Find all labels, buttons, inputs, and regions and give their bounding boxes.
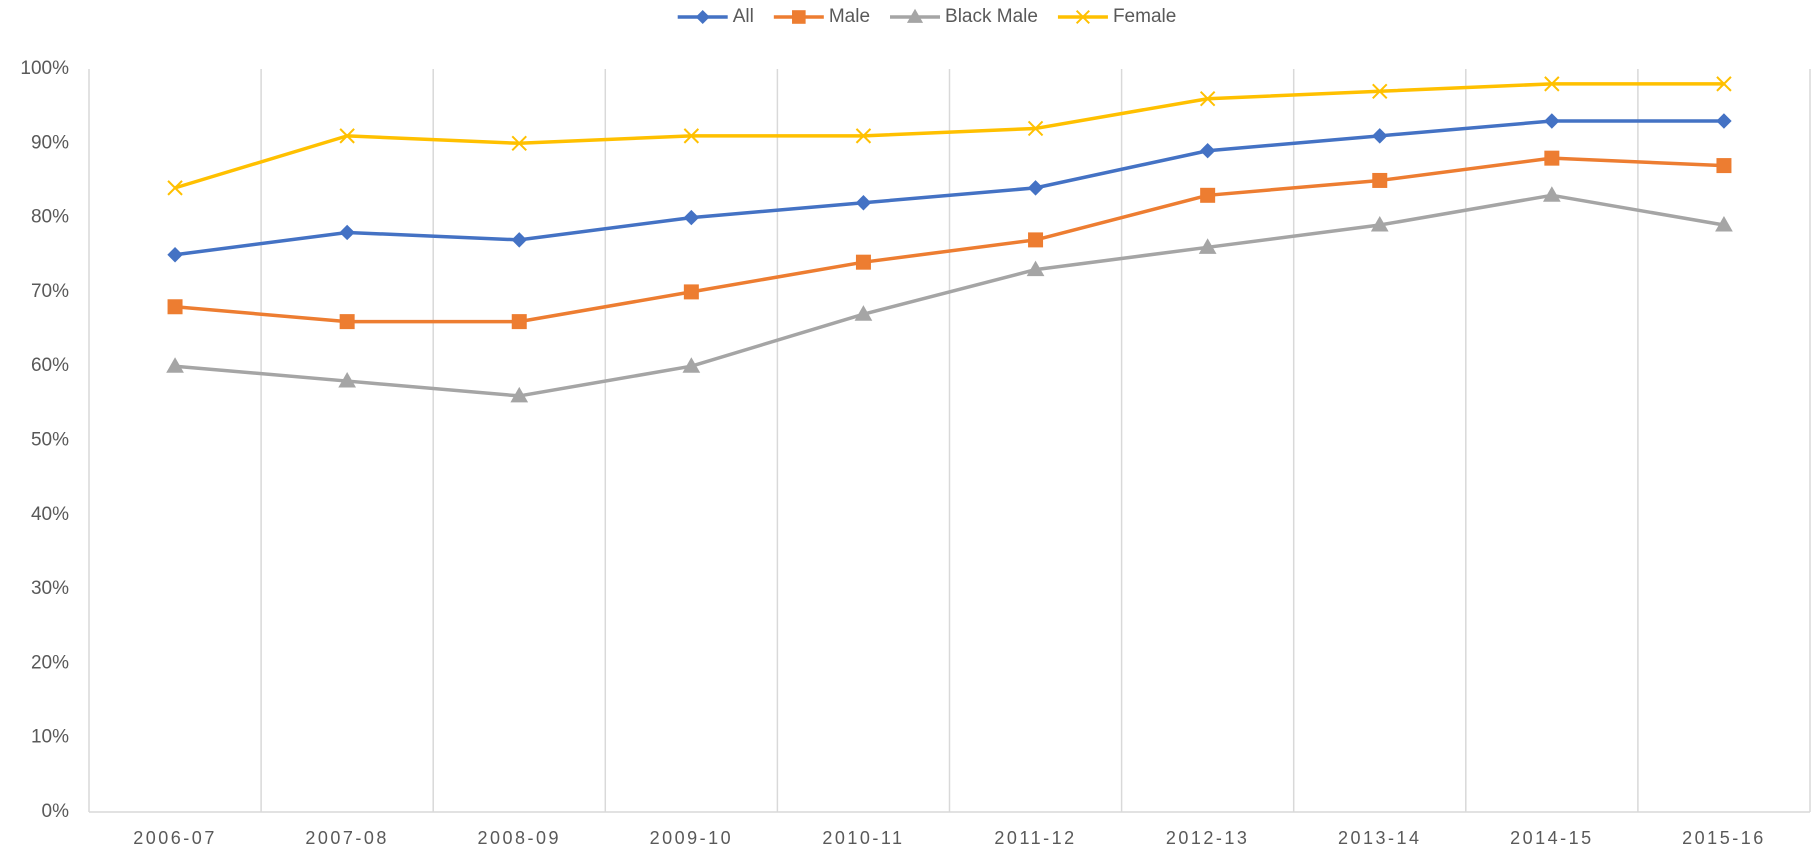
- x-tick-label: 2013-14: [1338, 828, 1422, 848]
- x-tick-label: 2008-09: [477, 828, 561, 848]
- marker: [510, 386, 529, 403]
- series-line: [174, 156, 1725, 324]
- marker: [167, 299, 183, 315]
- marker: [683, 209, 700, 226]
- marker: [1027, 180, 1044, 196]
- legend-label: Female: [1113, 6, 1176, 27]
- marker: [1544, 113, 1560, 129]
- marker: [167, 180, 183, 196]
- y-tick-label: 50%: [31, 430, 69, 451]
- marker: [1544, 150, 1560, 166]
- series-line: [174, 82, 1724, 190]
- legend-label: All: [733, 6, 754, 27]
- legend-label: Black Male: [945, 6, 1038, 27]
- marker: [339, 224, 355, 241]
- marker: [1199, 143, 1216, 159]
- marker: [1544, 76, 1560, 92]
- x-tick-label: 2012-13: [1166, 828, 1250, 848]
- series-line: [174, 193, 1725, 398]
- marker: [1372, 172, 1388, 188]
- y-tick-label: 10%: [31, 727, 69, 748]
- marker: [1199, 91, 1216, 107]
- x-tick-label: 2011-12: [994, 828, 1076, 848]
- marker: [1715, 216, 1733, 232]
- marker: [854, 305, 873, 321]
- marker: [1198, 238, 1217, 254]
- marker: [683, 128, 700, 144]
- marker: [855, 195, 872, 211]
- legend: All Male Black Male Female: [677, 6, 1176, 27]
- y-tick-label: 0%: [42, 801, 70, 822]
- legend-marker: [906, 8, 924, 23]
- marker: [1027, 120, 1044, 137]
- marker: [1542, 186, 1561, 202]
- marker: [1372, 83, 1388, 99]
- marker: [1028, 232, 1044, 248]
- legend-label: Male: [829, 6, 870, 27]
- y-tick-label: 80%: [31, 207, 69, 228]
- marker: [1026, 260, 1045, 277]
- marker: [338, 372, 357, 388]
- x-tick-label: 2015-16: [1682, 828, 1766, 848]
- marker: [1200, 187, 1216, 203]
- x-tick-label: 2014-15: [1510, 828, 1594, 848]
- marker: [1716, 158, 1732, 174]
- marker: [511, 314, 527, 330]
- marker: [339, 314, 355, 330]
- marker: [166, 357, 184, 373]
- marker: [1716, 76, 1732, 92]
- y-tick-label: 90%: [31, 132, 69, 153]
- y-tick-label: 70%: [31, 281, 69, 302]
- marker: [682, 357, 701, 373]
- marker: [1370, 216, 1389, 232]
- y-tick-label: 40%: [31, 504, 69, 525]
- y-tick-label: 60%: [31, 355, 69, 376]
- marker: [167, 247, 183, 263]
- marker: [683, 284, 699, 300]
- marker: [1372, 128, 1388, 144]
- series-line: [174, 119, 1724, 257]
- x-tick-label: 2007-08: [305, 828, 389, 848]
- y-tick-label: 30%: [31, 578, 69, 599]
- marker: [511, 232, 527, 248]
- y-tick-label: 100%: [20, 58, 69, 79]
- legend-marker: [792, 10, 806, 24]
- marker: [1716, 113, 1732, 129]
- x-tick-label: 2006-07: [133, 828, 217, 848]
- legend-marker: [1075, 9, 1090, 25]
- x-tick-label: 2009-10: [650, 828, 734, 848]
- marker: [855, 254, 871, 270]
- marker: [339, 128, 355, 144]
- marker: [855, 128, 872, 144]
- y-tick-label: 20%: [31, 652, 69, 673]
- legend-marker: [695, 9, 710, 25]
- x-tick-label: 2010-11: [822, 828, 904, 848]
- marker: [511, 135, 527, 152]
